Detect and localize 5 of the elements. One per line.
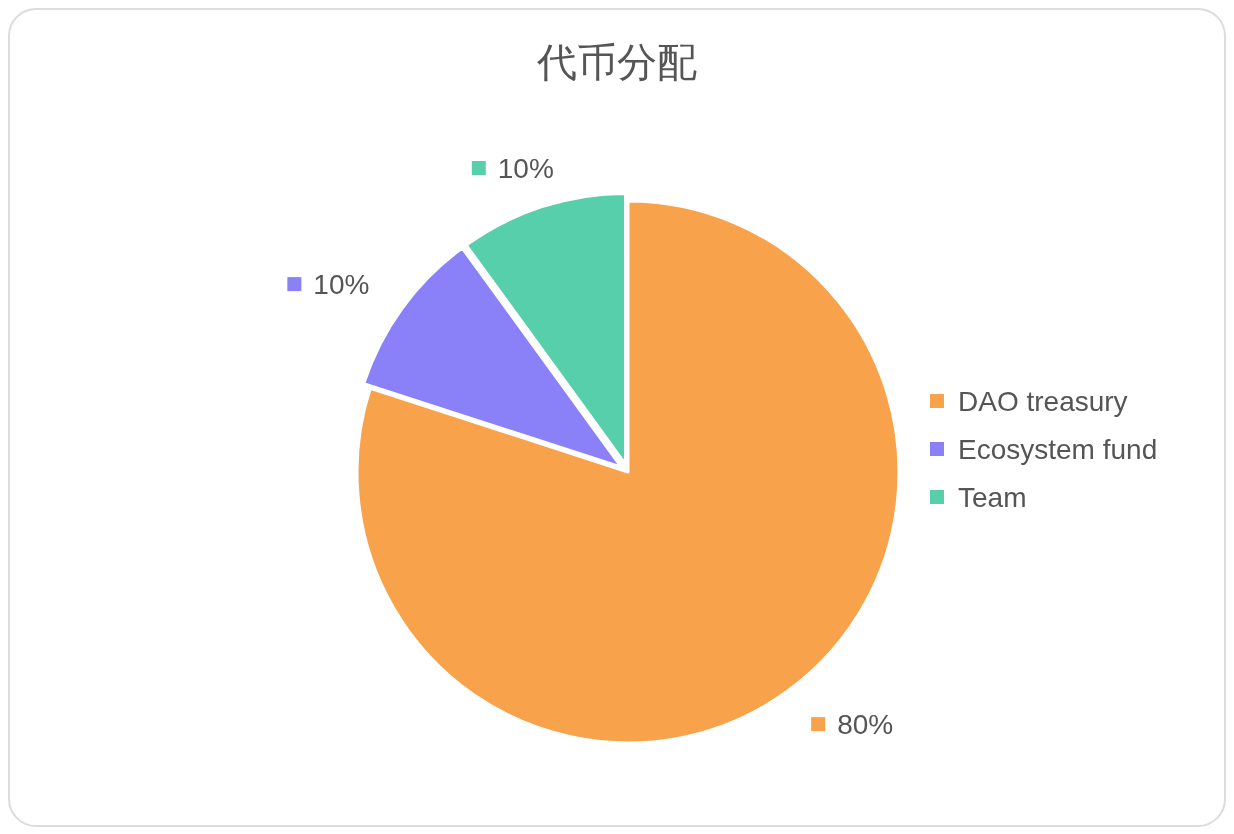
data-label: 10% <box>497 152 554 184</box>
data-label: 80% <box>837 709 894 741</box>
legend-label: Team <box>958 482 1027 513</box>
title: 代币分配 <box>537 40 697 84</box>
data-label: 10% <box>313 269 370 301</box>
